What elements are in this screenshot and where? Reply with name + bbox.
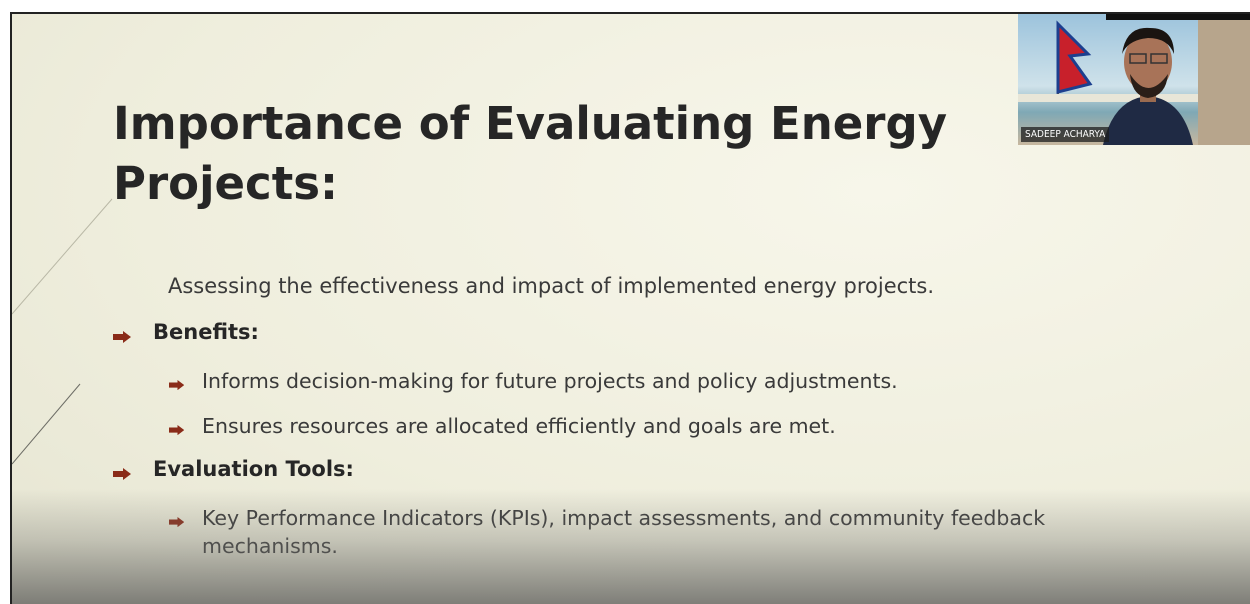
section-heading: Evaluation Tools: — [153, 457, 354, 481]
bottom-shade — [12, 489, 1250, 604]
screen: Importance of Evaluating Energy Projects… — [0, 0, 1250, 604]
video-feed — [1018, 14, 1250, 145]
bullet-arrow — [113, 465, 131, 484]
slide-intro: Assessing the effectiveness and impact o… — [168, 274, 934, 298]
participant-name: SADEEP ACHARYA — [1021, 127, 1109, 142]
bullet-arrow — [169, 375, 184, 394]
bullet-item: Informs decision-making for future proje… — [202, 367, 1082, 395]
video-tile[interactable]: SADEEP ACHARYA — [1018, 14, 1250, 145]
section-heading: Benefits: — [153, 320, 259, 344]
bullet-item: Ensures resources are allocated efficien… — [202, 412, 1082, 440]
bullet-arrow — [169, 420, 184, 439]
slide-title: Importance of Evaluating Energy Projects… — [113, 94, 1003, 214]
bullet-arrow — [113, 328, 131, 347]
